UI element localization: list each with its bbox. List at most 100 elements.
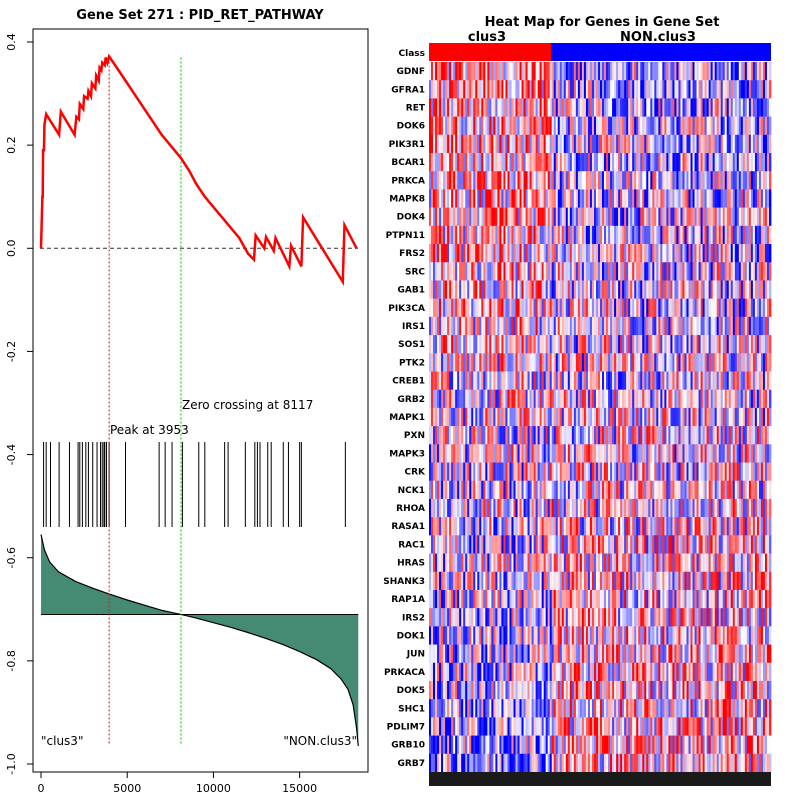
heatmap-cell [688,535,691,554]
heatmap-cell [501,553,504,573]
heatmap-cell [487,62,490,81]
heatmap-cell [579,171,583,190]
heatmap-cell [485,353,488,372]
heatmap-cell [608,426,611,445]
heatmap-cell [519,426,522,445]
heatmap-cell [579,153,583,172]
heatmap-cell [515,153,518,172]
heatmap-cell [612,535,615,554]
heatmap-cell [728,153,732,172]
heatmap-cell [600,444,603,463]
heatmap-cell [455,98,458,117]
heatmap-cell [734,371,738,390]
heatmap-cell [726,407,730,427]
heatmap-cell [624,353,627,372]
heatmap-cell [628,444,631,463]
heatmap-cell [744,316,748,336]
heatmap-cell [569,498,573,518]
heatmap-cell [485,389,488,409]
heatmap-cell [742,153,746,172]
heatmap-cell [485,316,488,336]
heatmap-cell [720,62,724,81]
heatmap-cell [658,571,661,591]
heatmap-cell [722,153,726,172]
heatmap-cell [614,189,617,208]
heatmap-cell [495,571,498,591]
heatmap-cell [519,444,522,463]
heatmap-cell [593,316,597,336]
heatmap-cell [630,426,633,445]
heatmap-cell [435,407,438,427]
heatmap-cell [565,280,569,299]
heatmap-cell [437,80,440,99]
heatmap-cell [710,316,714,336]
heatmap-cell [469,462,472,482]
heatmap-cell [690,171,693,190]
heatmap-cell [642,335,645,354]
heatmap-cell [589,153,593,172]
heatmap-cell [634,298,637,318]
heatmap-cell [704,80,708,99]
heatmap-cell [612,62,615,81]
heatmap-cell [708,353,712,372]
heatmap-panel: Heat Map for Genes in Gene Set clus3 NON… [383,15,772,786]
heatmap-cell [736,480,740,500]
heatmap-cell [732,407,736,427]
heatmap-cell [626,316,629,336]
heatmap-cell [567,480,571,500]
heatmap-cell [447,498,450,518]
heatmap-cell [618,189,621,208]
heatmap-cell [764,171,768,190]
heatmap-cell [509,535,512,554]
heatmap-cell [459,407,462,427]
heatmap-cell [431,480,434,500]
heatmap-cell [630,207,633,227]
heatmap-cell [567,553,571,573]
heatmap-cell [652,426,655,445]
heatmap-cell [581,153,585,172]
heatmap-cell [477,134,480,154]
heatmap-cell [690,62,693,81]
heatmap-cell [728,535,732,554]
heatmap-cell [593,335,597,354]
heatmap-cell [429,207,432,227]
heatmap-row [429,189,772,208]
heatmap-cell [690,189,693,208]
heatmap-cell [469,298,472,318]
heatmap-cell [449,225,452,245]
heatmap-cell [742,62,746,81]
heatmap-cell [501,98,504,117]
heatmap-cell [555,189,559,208]
heatmap-cell [593,553,597,573]
heatmap-cell [718,244,722,263]
heatmap-cell [756,407,760,427]
heatmap-cell [696,98,699,117]
heatmap-cell [539,444,543,463]
heatmap-cell [676,189,679,208]
heatmap-cell [658,98,661,117]
heatmap-cell [636,335,639,354]
heatmap-cell [463,444,466,463]
heatmap-cell [557,62,561,81]
heatmap-cell [768,553,772,573]
heatmap-cell [563,98,567,117]
heatmap-cell [712,407,716,427]
heatmap-cell [766,225,770,245]
heatmap-cell [499,517,502,536]
heatmap-cell [676,316,679,336]
heatmap-cell [491,371,494,390]
x-tick-label: 15000 [282,782,317,795]
heatmap-cell [684,189,687,208]
heatmap-cell [451,153,454,172]
heatmap-cell [712,371,716,390]
heatmap-cell [750,298,754,318]
heatmap-cell [589,80,593,99]
heatmap-cell [591,189,595,208]
heatmap-cell [459,80,462,99]
heatmap-cell [730,371,734,390]
heatmap-cell [732,207,736,227]
heatmap-cell [606,353,609,372]
heatmap-cell [525,353,528,372]
heatmap-cell [465,498,468,518]
heatmap-cell [604,553,607,573]
